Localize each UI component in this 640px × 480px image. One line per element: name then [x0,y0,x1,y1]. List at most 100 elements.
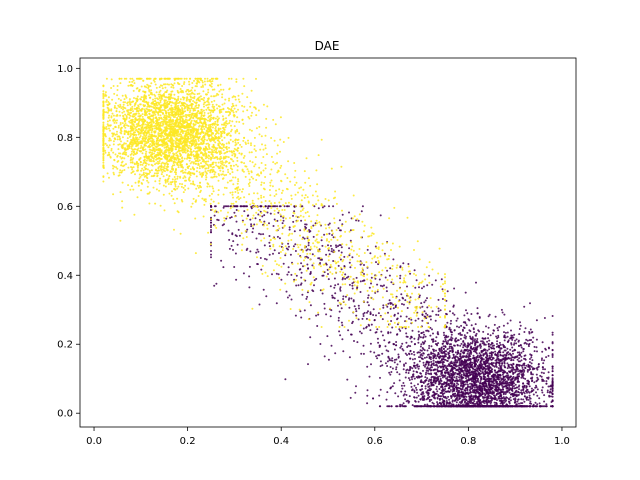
data-point [421,391,424,394]
data-point [508,402,511,405]
data-point [458,326,461,329]
data-point [339,286,342,289]
data-point [383,252,386,255]
data-point [499,380,501,383]
data-point [464,361,467,364]
data-point [415,279,418,282]
data-point [350,297,353,300]
data-point [500,308,503,311]
data-point [214,205,217,208]
data-point [502,388,505,391]
data-point [513,382,515,385]
data-point [399,403,402,406]
data-point [468,366,471,369]
data-point [470,400,473,403]
data-point [484,370,487,373]
data-point [215,282,218,285]
data-point [116,94,119,97]
data-point [473,389,476,392]
data-point [460,382,463,385]
data-point [210,224,212,227]
data-point [415,370,418,373]
data-point [444,388,447,390]
data-point [219,83,222,86]
data-point [378,394,381,397]
data-point [378,278,381,281]
data-point [390,302,393,305]
data-point [437,378,440,381]
data-point [506,335,509,338]
data-point [475,281,477,284]
data-point [551,333,554,336]
data-point [438,382,441,385]
data-point [210,205,212,208]
data-point [518,351,521,354]
data-point [272,252,274,255]
data-point [434,364,437,367]
data-point [461,388,464,391]
data-point [500,401,503,403]
data-point [300,199,303,202]
data-point [414,367,417,369]
data-point [507,376,510,379]
data-point [375,331,378,334]
data-point [333,260,336,263]
data-point [437,314,440,316]
data-point [472,327,475,330]
data-point [483,377,485,380]
data-point [520,389,523,392]
data-point [264,200,267,202]
data-point [232,140,234,143]
data-point [513,333,516,336]
data-point [422,369,424,372]
data-point [421,287,423,290]
data-point [290,239,293,241]
data-point [547,376,550,379]
data-point [445,312,447,315]
data-point [503,336,506,339]
data-point [289,253,292,256]
data-point [472,395,475,398]
data-point [367,323,370,326]
data-point [426,314,429,316]
data-point [456,373,459,376]
data-point [444,371,447,374]
data-point [487,372,490,375]
data-point [430,376,433,379]
data-point [136,196,139,199]
data-point [442,403,445,406]
data-point [444,346,447,348]
data-point [279,150,281,153]
data-point [466,355,469,358]
data-point [458,364,461,367]
data-point [134,173,136,176]
data-point [407,263,410,265]
data-point [499,354,502,357]
data-point [242,170,245,173]
data-point [526,339,529,342]
data-point [523,370,526,373]
data-point [419,381,422,384]
data-point [450,360,453,363]
data-point [297,284,300,287]
data-point [513,349,516,352]
data-point [294,204,297,207]
data-point [469,362,472,364]
data-point [550,401,553,403]
data-point [494,315,497,318]
data-point [470,313,473,315]
data-point [373,351,376,354]
data-point [462,351,465,354]
data-point [128,117,131,119]
data-point [398,373,401,376]
data-point [363,279,366,282]
data-point [428,356,431,359]
data-point [333,286,336,289]
data-point [257,250,260,253]
data-point [328,222,331,225]
data-point [311,194,314,197]
data-point [448,352,451,355]
data-point [362,327,365,330]
data-point [390,371,393,373]
data-point [533,350,536,353]
